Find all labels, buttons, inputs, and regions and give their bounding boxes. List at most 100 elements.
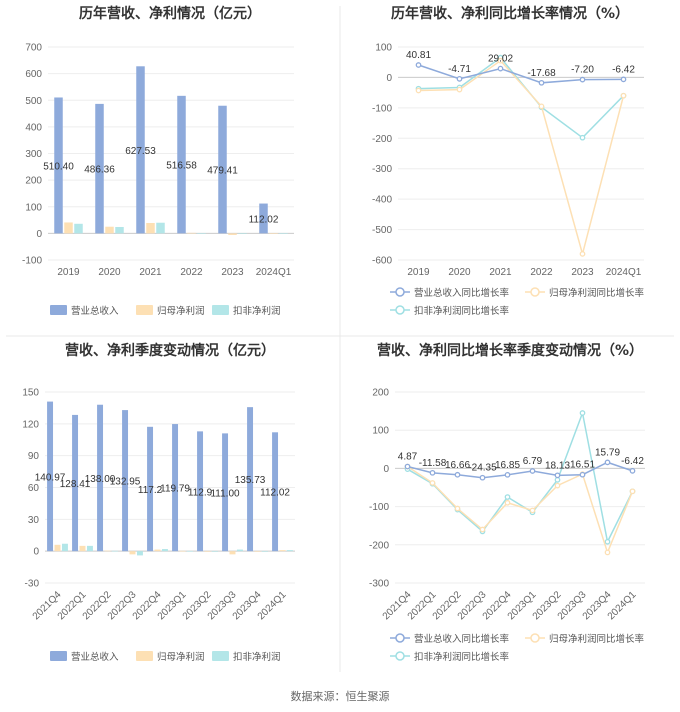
bar-0-4	[218, 105, 227, 234]
bar-0-6	[197, 431, 204, 552]
point-2-4	[504, 494, 511, 500]
legend-swatch-1	[136, 305, 153, 315]
bar-2-5	[186, 550, 193, 552]
data-label: 135.73	[235, 475, 266, 486]
y-tick-label: 300	[25, 149, 42, 160]
y-tick-label: 200	[372, 388, 389, 399]
chart-title: 营收、净利季度变动情况（亿元）	[65, 342, 275, 359]
data-label: -17.68	[527, 68, 556, 79]
series-line-2	[407, 410, 634, 545]
series-line-0	[407, 461, 633, 479]
bar-1-0	[64, 222, 73, 234]
legend-label-0: 营业总收入同比增长率	[414, 633, 510, 645]
bar-2-3	[197, 233, 206, 234]
legend-marker-0	[395, 287, 405, 297]
point-2-8	[604, 538, 611, 545]
data-label: 112.9	[188, 487, 213, 498]
legend-marker-1	[530, 287, 540, 297]
y-tick-label: 600	[25, 69, 42, 80]
data-label: -6.42	[612, 64, 635, 75]
bar-2-7	[236, 549, 243, 552]
bar-1-2	[146, 222, 155, 234]
legend-label-2: 扣非净利润同比增长率	[414, 305, 510, 317]
bar-2-5	[279, 233, 288, 234]
x-tick-label: 2023	[221, 267, 244, 278]
y-tick-label: -100	[372, 103, 392, 114]
bar-2-9	[286, 550, 293, 552]
x-tick-label: 2024Q1	[256, 267, 292, 278]
data-label: 140.97	[35, 472, 66, 483]
data-label: 40.81	[406, 50, 431, 61]
data-label: -7.20	[571, 65, 594, 76]
y-tick-label: 0	[386, 73, 392, 84]
legend-label-1: 归母净利润	[157, 305, 205, 317]
y-tick-label: 400	[25, 122, 42, 133]
point-1-5	[529, 507, 536, 514]
data-label: 138.00	[85, 474, 116, 485]
x-tick-label: 2019	[407, 267, 430, 278]
chart-quarterly-amounts: 营收、净利季度变动情况（亿元）-3003060901201502021Q4202…	[22, 342, 295, 663]
bar-0-2	[136, 66, 145, 234]
data-label: 111.00	[210, 488, 240, 499]
point-1-4	[504, 499, 511, 506]
bar-1-7	[229, 551, 236, 555]
point-2-4	[579, 134, 586, 141]
series-line-1	[418, 59, 625, 257]
data-label: 486.36	[84, 165, 115, 176]
point-1-3	[479, 526, 486, 533]
point-0-0	[415, 62, 422, 68]
data-label: -6.42	[621, 456, 644, 467]
bar-2-4	[161, 549, 168, 552]
point-0-6	[554, 472, 561, 479]
y-tick-label: 200	[25, 176, 42, 187]
point-2-6	[554, 477, 561, 483]
data-label: 510.40	[43, 161, 74, 172]
legend-label-2: 扣非净利润同比增长率	[414, 651, 510, 663]
bar-2-3	[136, 551, 143, 556]
chart-title: 历年营收、净利情况（亿元）	[79, 5, 261, 22]
point-0-2	[497, 65, 504, 72]
bar-1-5	[179, 550, 186, 552]
y-tick-label: 100	[372, 426, 389, 437]
data-label: 6.79	[523, 456, 543, 467]
bar-2-8	[261, 551, 268, 552]
data-label: 112.02	[260, 488, 290, 499]
bar-1-3	[187, 232, 196, 234]
y-tick-label: 500	[25, 96, 42, 107]
legend-marker-2	[395, 651, 405, 661]
y-tick-label: 30	[28, 515, 40, 526]
legend-label-0: 营业总收入同比增长率	[414, 287, 510, 299]
data-label: 4.87	[398, 452, 418, 463]
data-label: -24.35	[468, 463, 497, 474]
bar-1-0	[54, 544, 61, 552]
x-tick-label: 2022	[180, 267, 203, 278]
legend-swatch-2	[212, 305, 229, 315]
point-0-3	[538, 79, 545, 86]
bar-2-2	[156, 222, 165, 234]
data-label: 16.51	[570, 460, 595, 471]
point-1-3	[538, 103, 545, 110]
point-0-4	[579, 76, 586, 83]
bar-0-5	[259, 203, 268, 234]
point-0-3	[479, 474, 486, 481]
legend-label-1: 归母净利润同比增长率	[549, 633, 645, 645]
data-label: 479.41	[207, 166, 238, 177]
point-1-2	[454, 505, 461, 512]
chart-annual-amounts: 历年营收、净利情况（亿元） -100 0 100 200 300 400 500 600 700 2…	[22, 5, 294, 317]
bar-2-6	[211, 551, 218, 552]
legend-swatch-0	[50, 651, 67, 661]
point-0-5	[529, 468, 536, 474]
x-tick-label: 2021	[139, 267, 162, 278]
point-0-5	[620, 76, 627, 83]
x-tick-label: 2022	[530, 267, 553, 278]
y-tick-label: 700	[25, 43, 42, 54]
x-tick-label: 2021	[489, 267, 512, 278]
bar-2-1	[86, 545, 93, 552]
data-label: 16.66	[445, 460, 470, 471]
y-tick-label: 100	[25, 202, 42, 213]
y-tick-label: -100	[22, 256, 42, 267]
data-label: 627.53	[125, 146, 156, 157]
legend-swatch-1	[136, 651, 153, 661]
legend-marker-2	[395, 305, 405, 315]
y-tick-label: -300	[369, 579, 389, 590]
